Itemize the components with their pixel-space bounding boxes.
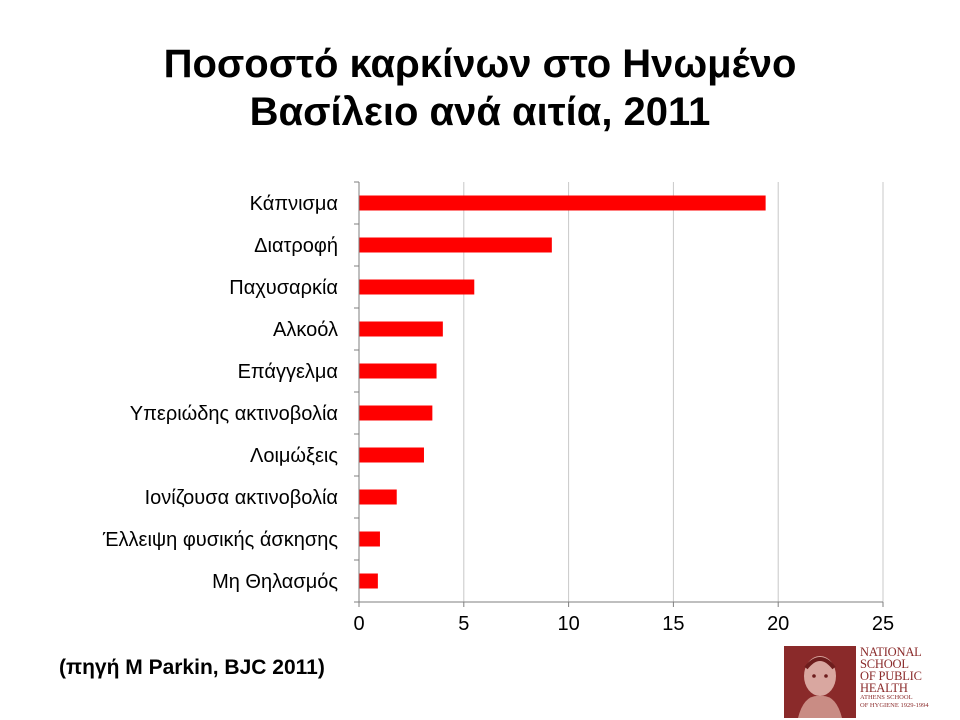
chart-title: Ποσοστό καρκίνων στο Ηνωμένο Βασίλειο αν… [0, 40, 960, 136]
logo-line-1: NATIONAL [860, 645, 922, 659]
chart-title-line-2: Βασίλειο ανά αιτία, 2011 [249, 90, 711, 134]
source-note: (πηγή M Parkin, BJC 2011) [59, 656, 325, 679]
bar [359, 363, 437, 379]
bar [359, 321, 443, 337]
x-tick-label: 5 [458, 613, 469, 635]
bar [359, 489, 397, 505]
logo-text: NATIONAL SCHOOL OF PUBLIC HEALTH ATHENS … [860, 646, 950, 710]
bar [359, 447, 424, 463]
category-label: Λοιμώξεις [250, 445, 338, 467]
bar [359, 573, 378, 589]
category-label: Υπεριώδης ακτινοβολία [130, 403, 338, 425]
bar [359, 531, 380, 547]
x-tick-label: 0 [353, 613, 364, 635]
logo-line-4: HEALTH [860, 681, 908, 695]
category-label: Μη Θηλασμός [212, 571, 338, 593]
bar [359, 195, 766, 211]
category-label: Αλκοόλ [273, 319, 338, 341]
bar [359, 237, 552, 253]
category-label: Παχυσαρκία [229, 277, 338, 299]
x-tick-label: 20 [767, 613, 789, 635]
bar [359, 405, 433, 421]
chart-title-line-1: Ποσοστό καρκίνων στο Ηνωμένο [163, 42, 797, 86]
category-label: Έλλειψη φυσικής άσκησης [102, 529, 338, 551]
bar [359, 279, 475, 295]
category-label: Επάγγελμα [238, 361, 338, 383]
logo-subline-1: ATHENS SCHOOL [860, 694, 913, 701]
logo-line-2: SCHOOL [860, 657, 909, 671]
x-tick-label: 15 [662, 613, 684, 635]
x-tick-label: 10 [557, 613, 579, 635]
x-tick-label: 25 [872, 613, 894, 635]
category-label: Κάπνισμα [250, 193, 338, 215]
logo-subline-2: OF HYGIENE 1929-1994 [860, 702, 929, 709]
school-logo: NATIONAL SCHOOL OF PUBLIC HEALTH ATHENS … [784, 646, 950, 718]
logo-emblem-image [784, 646, 856, 718]
category-label: Ιονίζουσα ακτινοβολία [145, 487, 338, 509]
category-label: Διατροφή [254, 235, 338, 257]
logo-line-3: OF PUBLIC [860, 669, 922, 683]
